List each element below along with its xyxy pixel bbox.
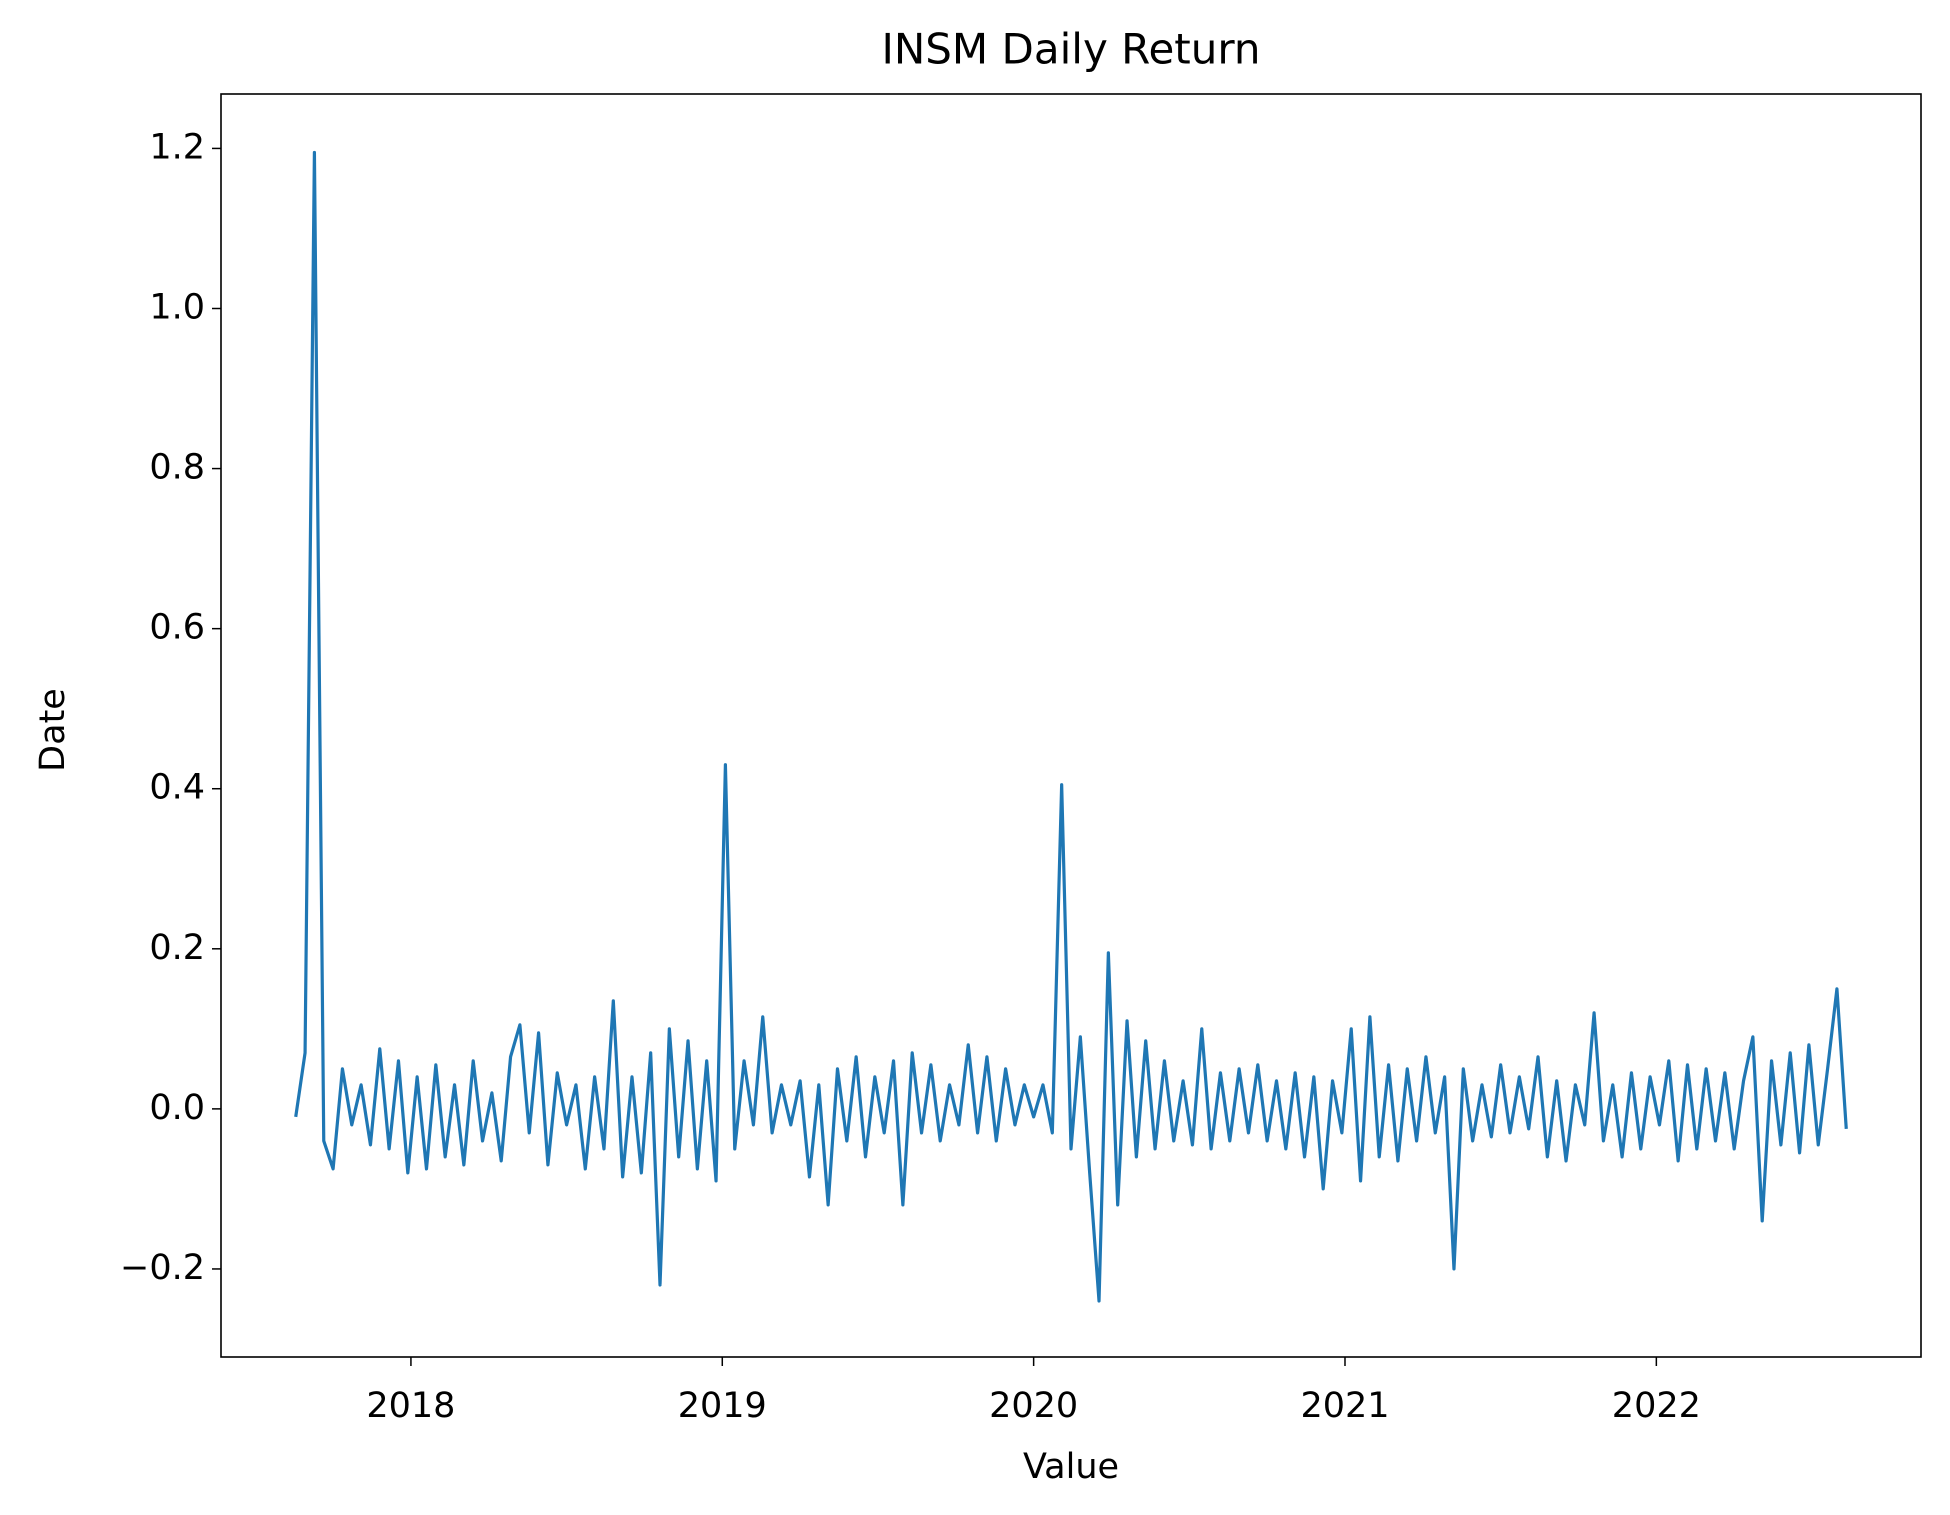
y-tick-label: 0.2	[149, 928, 205, 968]
x-axis-label: Value	[1023, 1447, 1119, 1487]
y-tick-label: 0.4	[149, 768, 205, 808]
y-tick-label: 0.6	[149, 608, 205, 648]
x-tick-label: 2022	[1612, 1386, 1701, 1426]
y-tick-label: −0.2	[120, 1248, 205, 1288]
data-line	[294, 150, 1848, 1303]
y-tick-label: 0.8	[149, 448, 205, 488]
chart-title: INSM Daily Return	[881, 25, 1260, 74]
y-tick-label: 1.0	[149, 288, 205, 328]
x-tick-label: 2018	[366, 1386, 455, 1426]
plot-frame	[220, 93, 1922, 1358]
y-tick-label: 1.2	[149, 127, 205, 167]
x-tick-label: 2021	[1300, 1386, 1389, 1426]
x-tick-label: 2020	[989, 1386, 1078, 1426]
x-tick-label: 2019	[678, 1386, 767, 1426]
y-tick-label: 0.0	[149, 1088, 205, 1128]
y-axis-label: Date	[33, 688, 73, 772]
